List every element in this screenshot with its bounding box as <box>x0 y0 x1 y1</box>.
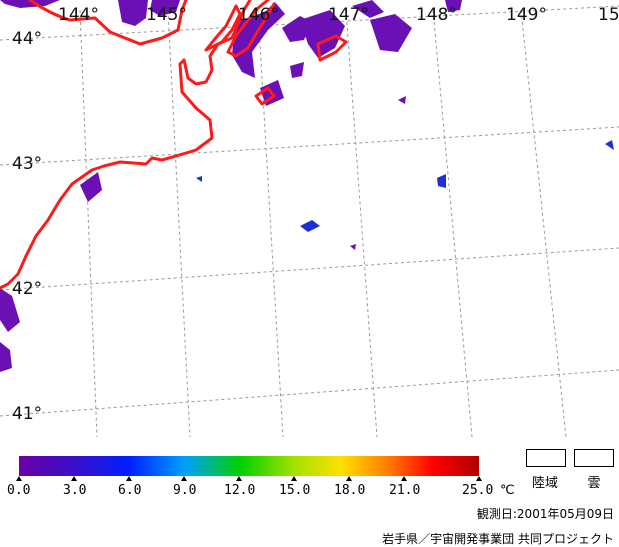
cloud-legend-swatch <box>574 449 614 467</box>
land-legend-swatch <box>526 449 566 467</box>
coastline <box>0 0 348 290</box>
sst-patch-top-left <box>0 0 60 8</box>
graticule <box>0 5 619 437</box>
coastline-island-shikotan <box>316 34 348 62</box>
lon-label-150: 15 <box>598 5 619 25</box>
colorbar-ticks <box>16 476 482 481</box>
sst-patch-open-ocean-2 <box>437 174 446 188</box>
colorbar-tick-12: 12.0 <box>224 483 255 498</box>
lon-label-148: 148° <box>416 5 457 25</box>
sst-patch-erimo <box>80 172 102 202</box>
sst-map: 144° 145° 146° 147° 148° 149° 15 44° 43°… <box>0 0 619 437</box>
colorbar-tick-9: 9.0 <box>173 483 196 498</box>
sst-patch-small-1 <box>398 96 406 104</box>
sst-patch-shiretoko <box>290 62 304 78</box>
sst-patch-kuril-3 <box>370 14 412 52</box>
sst-patch-sw-corner <box>0 342 12 372</box>
lat-label-42: 42° <box>12 279 42 299</box>
sst-patch-open-ocean-1 <box>300 220 320 232</box>
colorbar-tick-15: 15.0 <box>279 483 310 498</box>
coastline-north-shore <box>28 0 188 46</box>
colorbar-tick-6: 6.0 <box>118 483 141 498</box>
latitude-labels: 44° 43° 42° 41° <box>12 29 42 424</box>
coastline-shiretoko-peninsula <box>226 0 276 58</box>
coastline-hokkaido-east <box>0 0 252 290</box>
colorbar-gradient <box>19 456 479 476</box>
temperature-colorbar: 0.0 3.0 6.0 9.0 12.0 15.0 18.0 21.0 25.0… <box>7 456 515 498</box>
cloud-legend-label: 雲 <box>587 476 601 491</box>
sst-patch-far-north <box>445 0 462 12</box>
colorbar-tick-0: 0.0 <box>7 483 30 498</box>
longitude-labels: 144° 145° 146° 147° 148° 149° 15 <box>58 5 619 25</box>
colorbar-tick-18: 18.0 <box>334 483 365 498</box>
lon-label-149: 149° <box>506 5 547 25</box>
coastline-kunashiri <box>204 4 242 52</box>
sst-patch-kuril-coast <box>232 2 285 78</box>
lat-label-41: 41° <box>12 404 42 424</box>
lon-label-146: 146° <box>238 5 279 25</box>
colorbar-tick-21: 21.0 <box>389 483 420 498</box>
lat-label-43: 43° <box>12 154 42 174</box>
sst-patch-kuril-4 <box>352 0 384 18</box>
lon-label-145: 145° <box>146 5 187 25</box>
lat-label-44: 44° <box>12 29 42 49</box>
credit-line: 岩手県／宇宙開発事業団 共同プロジェクト <box>382 532 614 546</box>
sst-patch-south-cape <box>0 288 20 332</box>
sst-patch-north-144 <box>118 0 148 26</box>
sst-patch-small-2 <box>350 244 356 250</box>
colorbar-labels: 0.0 3.0 6.0 9.0 12.0 15.0 18.0 21.0 25.0… <box>7 483 515 498</box>
sst-patch-open-ocean-4 <box>605 140 614 150</box>
lon-label-144: 144° <box>58 5 99 25</box>
land-legend-label: 陸域 <box>531 476 558 491</box>
sst-patch-open-ocean-3 <box>196 176 202 182</box>
coastline-cape-nemuro <box>254 86 276 106</box>
observation-date: 観測日:2001年05月09日 <box>476 507 614 521</box>
lon-label-147: 147° <box>328 5 369 25</box>
sst-patch-kuril-2 <box>300 10 345 58</box>
low-temperature-patches <box>0 0 614 372</box>
colorbar-unit: ℃ <box>500 483 515 498</box>
colorbar-tick-3: 3.0 <box>63 483 86 498</box>
sst-patch-north-145 <box>150 0 180 16</box>
colorbar-tick-25: 25.0 <box>462 483 493 498</box>
